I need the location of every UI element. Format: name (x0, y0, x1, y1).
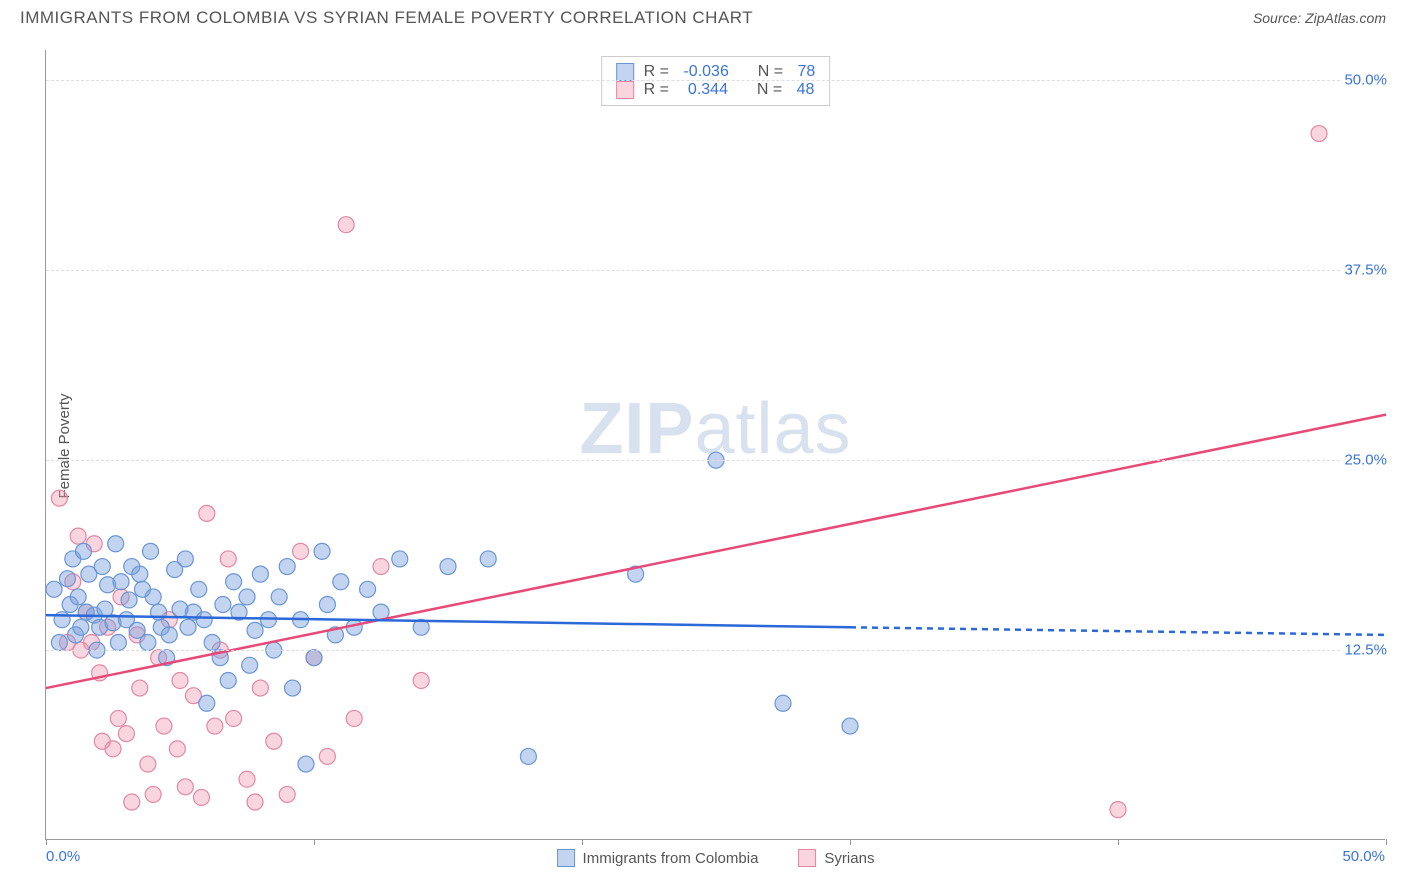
y-tick-label: 50.0% (1340, 72, 1387, 89)
r-value-syrians: 0.344 (683, 81, 728, 99)
gridline (46, 460, 1385, 461)
x-tick (850, 839, 851, 845)
gridline (46, 270, 1385, 271)
y-tick-label: 12.5% (1340, 642, 1387, 659)
legend-label-colombia: Immigrants from Colombia (583, 850, 759, 867)
x-tick (582, 839, 583, 845)
legend-row-colombia: R = -0.036 N = 78 (616, 63, 816, 81)
x-tick (1386, 839, 1387, 845)
gridline (46, 650, 1385, 651)
r-label: R = (644, 81, 674, 99)
n-value-colombia: 78 (798, 63, 816, 81)
x-tick (314, 839, 315, 845)
legend-label-syrians: Syrians (824, 850, 874, 867)
trendline-layer (46, 50, 1385, 839)
chart-header: IMMIGRANTS FROM COLOMBIA VS SYRIAN FEMAL… (0, 0, 1406, 32)
x-tick (1118, 839, 1119, 845)
chart-area: ZIPatlas R = -0.036 N = 78 R = 0.344 N =… (45, 50, 1385, 840)
source-attribution: Source: ZipAtlas.com (1253, 10, 1386, 26)
swatch-syrians (798, 849, 816, 867)
plot-region: ZIPatlas R = -0.036 N = 78 R = 0.344 N =… (45, 50, 1385, 840)
n-label: N = (757, 81, 787, 99)
chart-title: IMMIGRANTS FROM COLOMBIA VS SYRIAN FEMAL… (20, 8, 753, 28)
x-min-label: 0.0% (46, 848, 80, 865)
x-tick (46, 839, 47, 845)
swatch-colombia (557, 849, 575, 867)
source-name: ZipAtlas.com (1305, 10, 1386, 26)
trendline (46, 615, 850, 627)
legend-item-colombia: Immigrants from Colombia (557, 849, 759, 867)
legend-row-syrians: R = 0.344 N = 48 (616, 81, 816, 99)
swatch-syrians (616, 81, 634, 99)
x-max-label: 50.0% (1342, 848, 1385, 865)
legend-item-syrians: Syrians (798, 849, 874, 867)
r-value-colombia: -0.036 (683, 63, 728, 81)
series-legend: Immigrants from Colombia Syrians (557, 849, 875, 867)
n-value-syrians: 48 (797, 81, 815, 99)
trendline (46, 415, 1386, 688)
y-tick-label: 25.0% (1340, 452, 1387, 469)
n-label: N = (758, 63, 788, 81)
y-tick-label: 37.5% (1340, 262, 1387, 279)
gridline (46, 80, 1385, 81)
source-prefix: Source: (1253, 10, 1305, 26)
swatch-colombia (616, 63, 634, 81)
trendline (850, 627, 1386, 635)
r-label: R = (644, 63, 674, 81)
